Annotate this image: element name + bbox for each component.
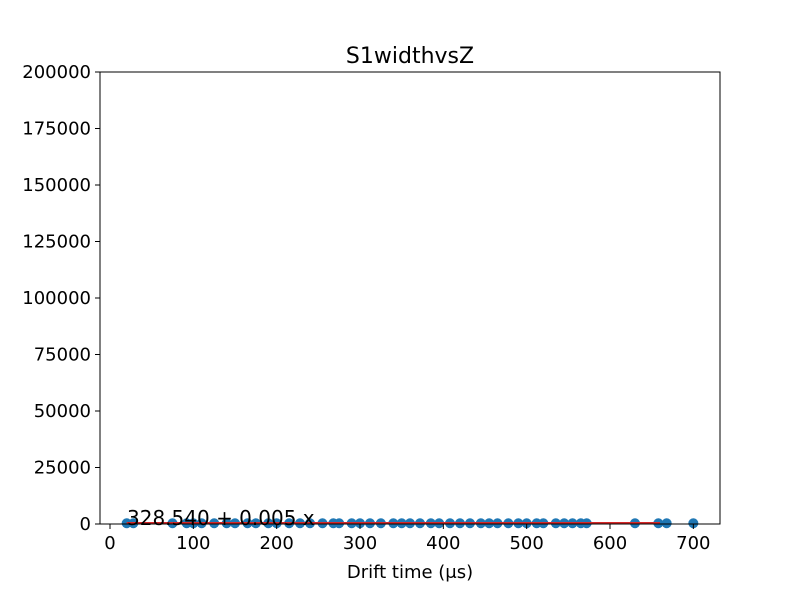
y-tick-label: 200000	[22, 62, 91, 83]
y-tick-label: 25000	[34, 458, 91, 479]
y-tick-label: 0	[80, 514, 91, 535]
x-tick-label: 100	[176, 533, 210, 554]
x-tick-label: 200	[259, 533, 293, 554]
chart-title: S1widthvsZ	[346, 44, 474, 69]
y-tick-label: 100000	[22, 288, 91, 309]
x-axis-label: Drift time (μs)	[347, 562, 473, 583]
x-tick-label: 400	[426, 533, 460, 554]
fit-annotation: 328.540 + 0.005 x	[127, 506, 315, 530]
y-tick-label: 175000	[22, 119, 91, 140]
data-point	[688, 518, 699, 529]
x-axis: 0 100 200 300 400 500 600 700	[104, 524, 711, 554]
x-tick-label: 600	[593, 533, 627, 554]
chart-marks	[121, 518, 699, 529]
y-tick-label: 125000	[22, 232, 91, 253]
y-tick-label: 150000	[22, 175, 91, 196]
x-tick-label: 0	[104, 533, 115, 554]
y-tick-label: 50000	[34, 401, 91, 422]
x-tick-label: 500	[509, 533, 543, 554]
y-axis: 0 25000 50000 75000 100000 125000 150000 175000…	[22, 62, 100, 535]
y-tick-label: 75000	[34, 345, 91, 366]
x-tick-label: 300	[343, 533, 377, 554]
plot-frame	[99, 71, 721, 525]
data-point	[661, 518, 672, 529]
x-tick-label: 700	[676, 533, 710, 554]
